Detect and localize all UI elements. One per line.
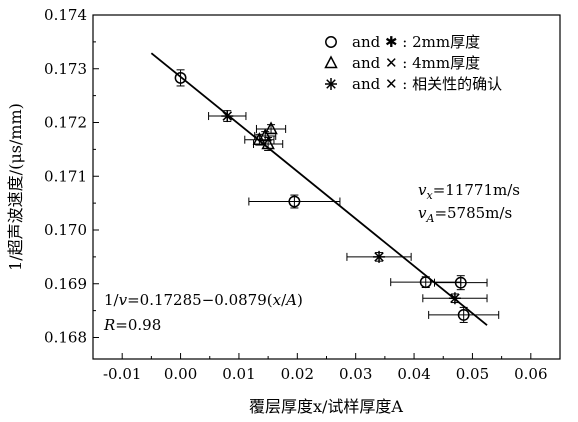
x-tick-label: -0.01 [103, 365, 141, 383]
legend-markers [324, 36, 338, 90]
data-point-circle [288, 195, 301, 208]
data-point-circle [454, 276, 467, 289]
y-axis-title: 1/超声波速度/(μs/mm) [6, 103, 25, 271]
x-tick-label: 0.03 [339, 365, 372, 383]
x-tick-label: 0.05 [456, 365, 489, 383]
data-point-circle [457, 308, 470, 321]
legend-marker-asterisk [325, 78, 337, 90]
y-tick-label: 0.174 [44, 6, 87, 24]
y-tick-label: 0.168 [44, 329, 87, 347]
x-tick-labels: -0.01 0.00 0.01 0.02 0.03 0.04 0.05 0.06 [103, 365, 548, 383]
legend-entry-2: and ✕ : 4mm厚度 [352, 54, 480, 72]
x-tick-label: 0.04 [397, 365, 430, 383]
velocity-x-annotation: vx=11771m/s [418, 181, 520, 202]
legend-entry-3: and ✕ : 相关性的确认 [352, 75, 502, 93]
r-value-annotation: R=0.98 [103, 316, 161, 334]
data-point-triangle [264, 121, 278, 135]
data-point-triangle [261, 136, 275, 150]
data-point-triangle [258, 128, 272, 142]
y-tick-labels: 0.168 0.169 0.170 0.171 0.172 0.173 0.174 [44, 6, 87, 347]
x-tick-label: 0.02 [281, 365, 314, 383]
y-tick-label: 0.171 [44, 167, 87, 185]
legend-marker-circle [325, 36, 337, 48]
y-tick-label: 0.169 [44, 275, 87, 293]
data-point-asterisk [221, 110, 234, 123]
fit-equation-annotation: 1/v=0.17285−0.0879(x/A) [104, 291, 303, 309]
data-point-circle [419, 276, 432, 289]
velocity-a-annotation: vA=5785m/s [418, 204, 512, 225]
legend-entry-1: and ✱ : 2mm厚度 [352, 33, 480, 51]
x-axis-title: 覆层厚度x/试样厚度A [249, 397, 403, 416]
data-points [174, 71, 470, 321]
y-tick-label: 0.172 [44, 114, 87, 132]
legend: and ✱ : 2mm厚度 and ✕ : 4mm厚度 and ✕ : 相关性的… [324, 33, 502, 93]
data-point-asterisk [448, 292, 461, 305]
error-bars [176, 69, 500, 323]
x-tick-label: 0.00 [164, 365, 197, 383]
y-tick-label: 0.173 [44, 60, 87, 78]
data-point-triangle [252, 132, 267, 145]
legend-marker-triangle [324, 55, 338, 69]
data-point-circle [174, 71, 187, 84]
data-point-asterisk [373, 250, 386, 263]
y-tick-label: 0.170 [44, 221, 87, 239]
x-tick-label: 0.01 [222, 365, 255, 383]
x-tick-label: 0.06 [514, 365, 547, 383]
axis-ticks [93, 14, 532, 359]
